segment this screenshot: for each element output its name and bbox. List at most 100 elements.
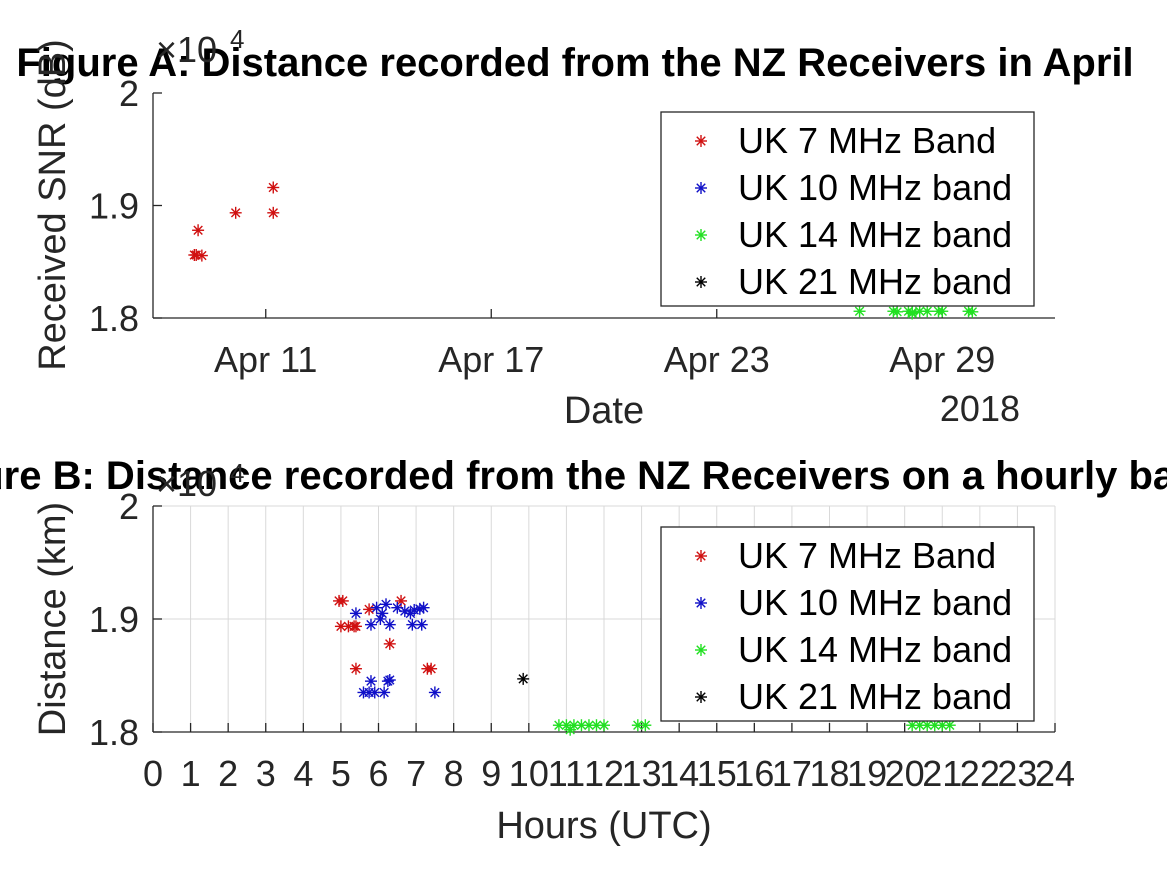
- chart-b-x-tick-label: 1: [181, 753, 201, 794]
- chart-b-x-label: Hours (UTC): [496, 805, 711, 847]
- data-point: [364, 618, 377, 631]
- data-point: [631, 719, 644, 732]
- data-point: [921, 305, 934, 318]
- data-point: [415, 618, 428, 631]
- chart-b-y-exponent-base: ×10: [156, 463, 217, 504]
- data-point: [364, 675, 377, 688]
- chart-a-x-label: Date: [564, 390, 644, 432]
- chart-b-x-tick-label: 7: [406, 753, 426, 794]
- data-point: [380, 598, 393, 611]
- chart-b-x-ticks: 0 1 2 3 4 5 6 7 8 9 10 11 12 13 14 15 16…: [143, 723, 1075, 794]
- chart-a-y-tick-label: 1.8: [89, 298, 139, 339]
- data-point: [383, 618, 396, 631]
- chart-b-x-tick-label: 15: [697, 753, 737, 794]
- data-point: [383, 674, 396, 687]
- legend-marker: [695, 550, 707, 562]
- chart-b-x-tick-label: 17: [772, 753, 812, 794]
- data-point: [336, 594, 349, 607]
- chart-b-y-tick-label: 1.8: [89, 712, 139, 753]
- data-point: [349, 607, 362, 620]
- data-point: [349, 662, 362, 675]
- data-point: [190, 249, 203, 261]
- data-point: [192, 224, 205, 237]
- chart-b-x-tick-label: 19: [847, 753, 887, 794]
- chart-b-x-tick-label: 5: [331, 753, 351, 794]
- data-point: [229, 206, 242, 219]
- legend-marker: [695, 644, 707, 656]
- chart-a-legend-label: UK 7 MHz Band: [738, 120, 996, 161]
- chart-b: Figure B: Distance recorded from the NZ …: [0, 454, 1167, 847]
- chart-a-x-tick-label: Apr 17: [438, 339, 544, 380]
- chart-a-legend-box: [660, 111, 1035, 307]
- chart-b-x-tick-label: 8: [444, 753, 464, 794]
- chart-b-y-exponent-power: 4: [230, 458, 244, 488]
- chart-a-x-secondary-label: 2018: [940, 388, 1020, 429]
- chart-b-x-tick-label: 23: [997, 753, 1037, 794]
- chart-a-y-tick-label: 2: [119, 73, 139, 114]
- data-point: [383, 637, 396, 650]
- chart-b-x-tick-label: 2: [218, 753, 238, 794]
- chart-b-x-tick-label: 20: [885, 753, 925, 794]
- chart-b-y-tick-label: 1.9: [89, 599, 139, 640]
- series-3: [853, 305, 979, 320]
- chart-a-title: Figure A: Distance recorded from the NZ …: [16, 41, 1133, 85]
- chart-a-legend-label: UK 14 MHz band: [738, 214, 1012, 255]
- chart-b-x-tick-label: 10: [509, 753, 549, 794]
- chart-b-legend: UK 7 MHz Band UK 10 MHz band UK 14 MHz b…: [660, 526, 1035, 722]
- legend-marker: [695, 229, 707, 241]
- series-1: [188, 181, 280, 262]
- chart-b-x-tick-label: 9: [481, 753, 501, 794]
- chart-a-points: [188, 181, 979, 320]
- chart-b-y-tick-label: 2: [119, 486, 139, 527]
- chart-a: Figure A: Distance recorded from the NZ …: [16, 24, 1133, 432]
- data-point: [891, 305, 904, 318]
- chart-b-legend-label: UK 14 MHz band: [738, 629, 1012, 670]
- data-point: [936, 305, 949, 318]
- data-point: [425, 662, 438, 675]
- chart-b-x-tick-label: 12: [584, 753, 624, 794]
- data-point: [853, 305, 866, 318]
- chart-b-x-tick-label: 22: [960, 753, 1000, 794]
- legend-marker: [695, 276, 707, 288]
- chart-b-x-tick-label: 13: [622, 753, 662, 794]
- chart-b-legend-box: [660, 526, 1035, 722]
- chart-a-x-ticks: Apr 11 Apr 17 Apr 23 Apr 29: [214, 309, 995, 380]
- chart-b-x-tick-label: 18: [809, 753, 849, 794]
- data-point: [564, 723, 577, 736]
- series-3: [552, 719, 956, 736]
- data-point: [395, 594, 408, 607]
- chart-b-x-tick-label: 4: [293, 753, 313, 794]
- chart-a-y-exponent: ×10 4: [156, 24, 244, 70]
- data-point: [267, 181, 280, 194]
- chart-a-y-tick-label: 1.9: [89, 186, 139, 227]
- chart-b-x-tick-label: 3: [256, 753, 276, 794]
- chart-a-x-tick-label: Apr 29: [889, 339, 995, 380]
- data-point: [517, 672, 530, 685]
- chart-b-points: [333, 594, 956, 736]
- data-point: [378, 686, 391, 699]
- legend-marker: [695, 691, 707, 703]
- chart-b-legend-label: UK 10 MHz band: [738, 582, 1012, 623]
- series-2: [349, 598, 441, 699]
- data-point: [349, 620, 362, 633]
- chart-a-legend: UK 7 MHz Band UK 10 MHz band UK 14 MHz b…: [660, 111, 1035, 307]
- data-point: [428, 686, 441, 699]
- chart-b-legend-label: UK 7 MHz Band: [738, 535, 996, 576]
- series-4: [517, 672, 530, 685]
- series-1: [333, 594, 438, 675]
- chart-b-y-exponent: ×10 4: [156, 458, 244, 504]
- data-point: [398, 605, 411, 618]
- chart-a-legend-markers: [695, 135, 707, 288]
- chart-b-x-tick-label: 6: [368, 753, 388, 794]
- chart-a-legend-label: UK 10 MHz band: [738, 167, 1012, 208]
- chart-a-y-ticks: 1.8 1.9 2: [89, 73, 162, 339]
- chart-a-x-tick-label: Apr 11: [214, 339, 317, 380]
- chart-b-legend-label: UK 21 MHz band: [738, 676, 1012, 717]
- legend-marker: [695, 597, 707, 609]
- chart-a-x-tick-label: Apr 23: [664, 339, 770, 380]
- data-point: [906, 307, 919, 320]
- data-point: [374, 613, 387, 625]
- legend-marker: [695, 135, 707, 147]
- chart-b-y-ticks: 1.8 1.9 2: [89, 486, 162, 753]
- chart-b-title: Figure B: Distance recorded from the NZ …: [0, 454, 1167, 498]
